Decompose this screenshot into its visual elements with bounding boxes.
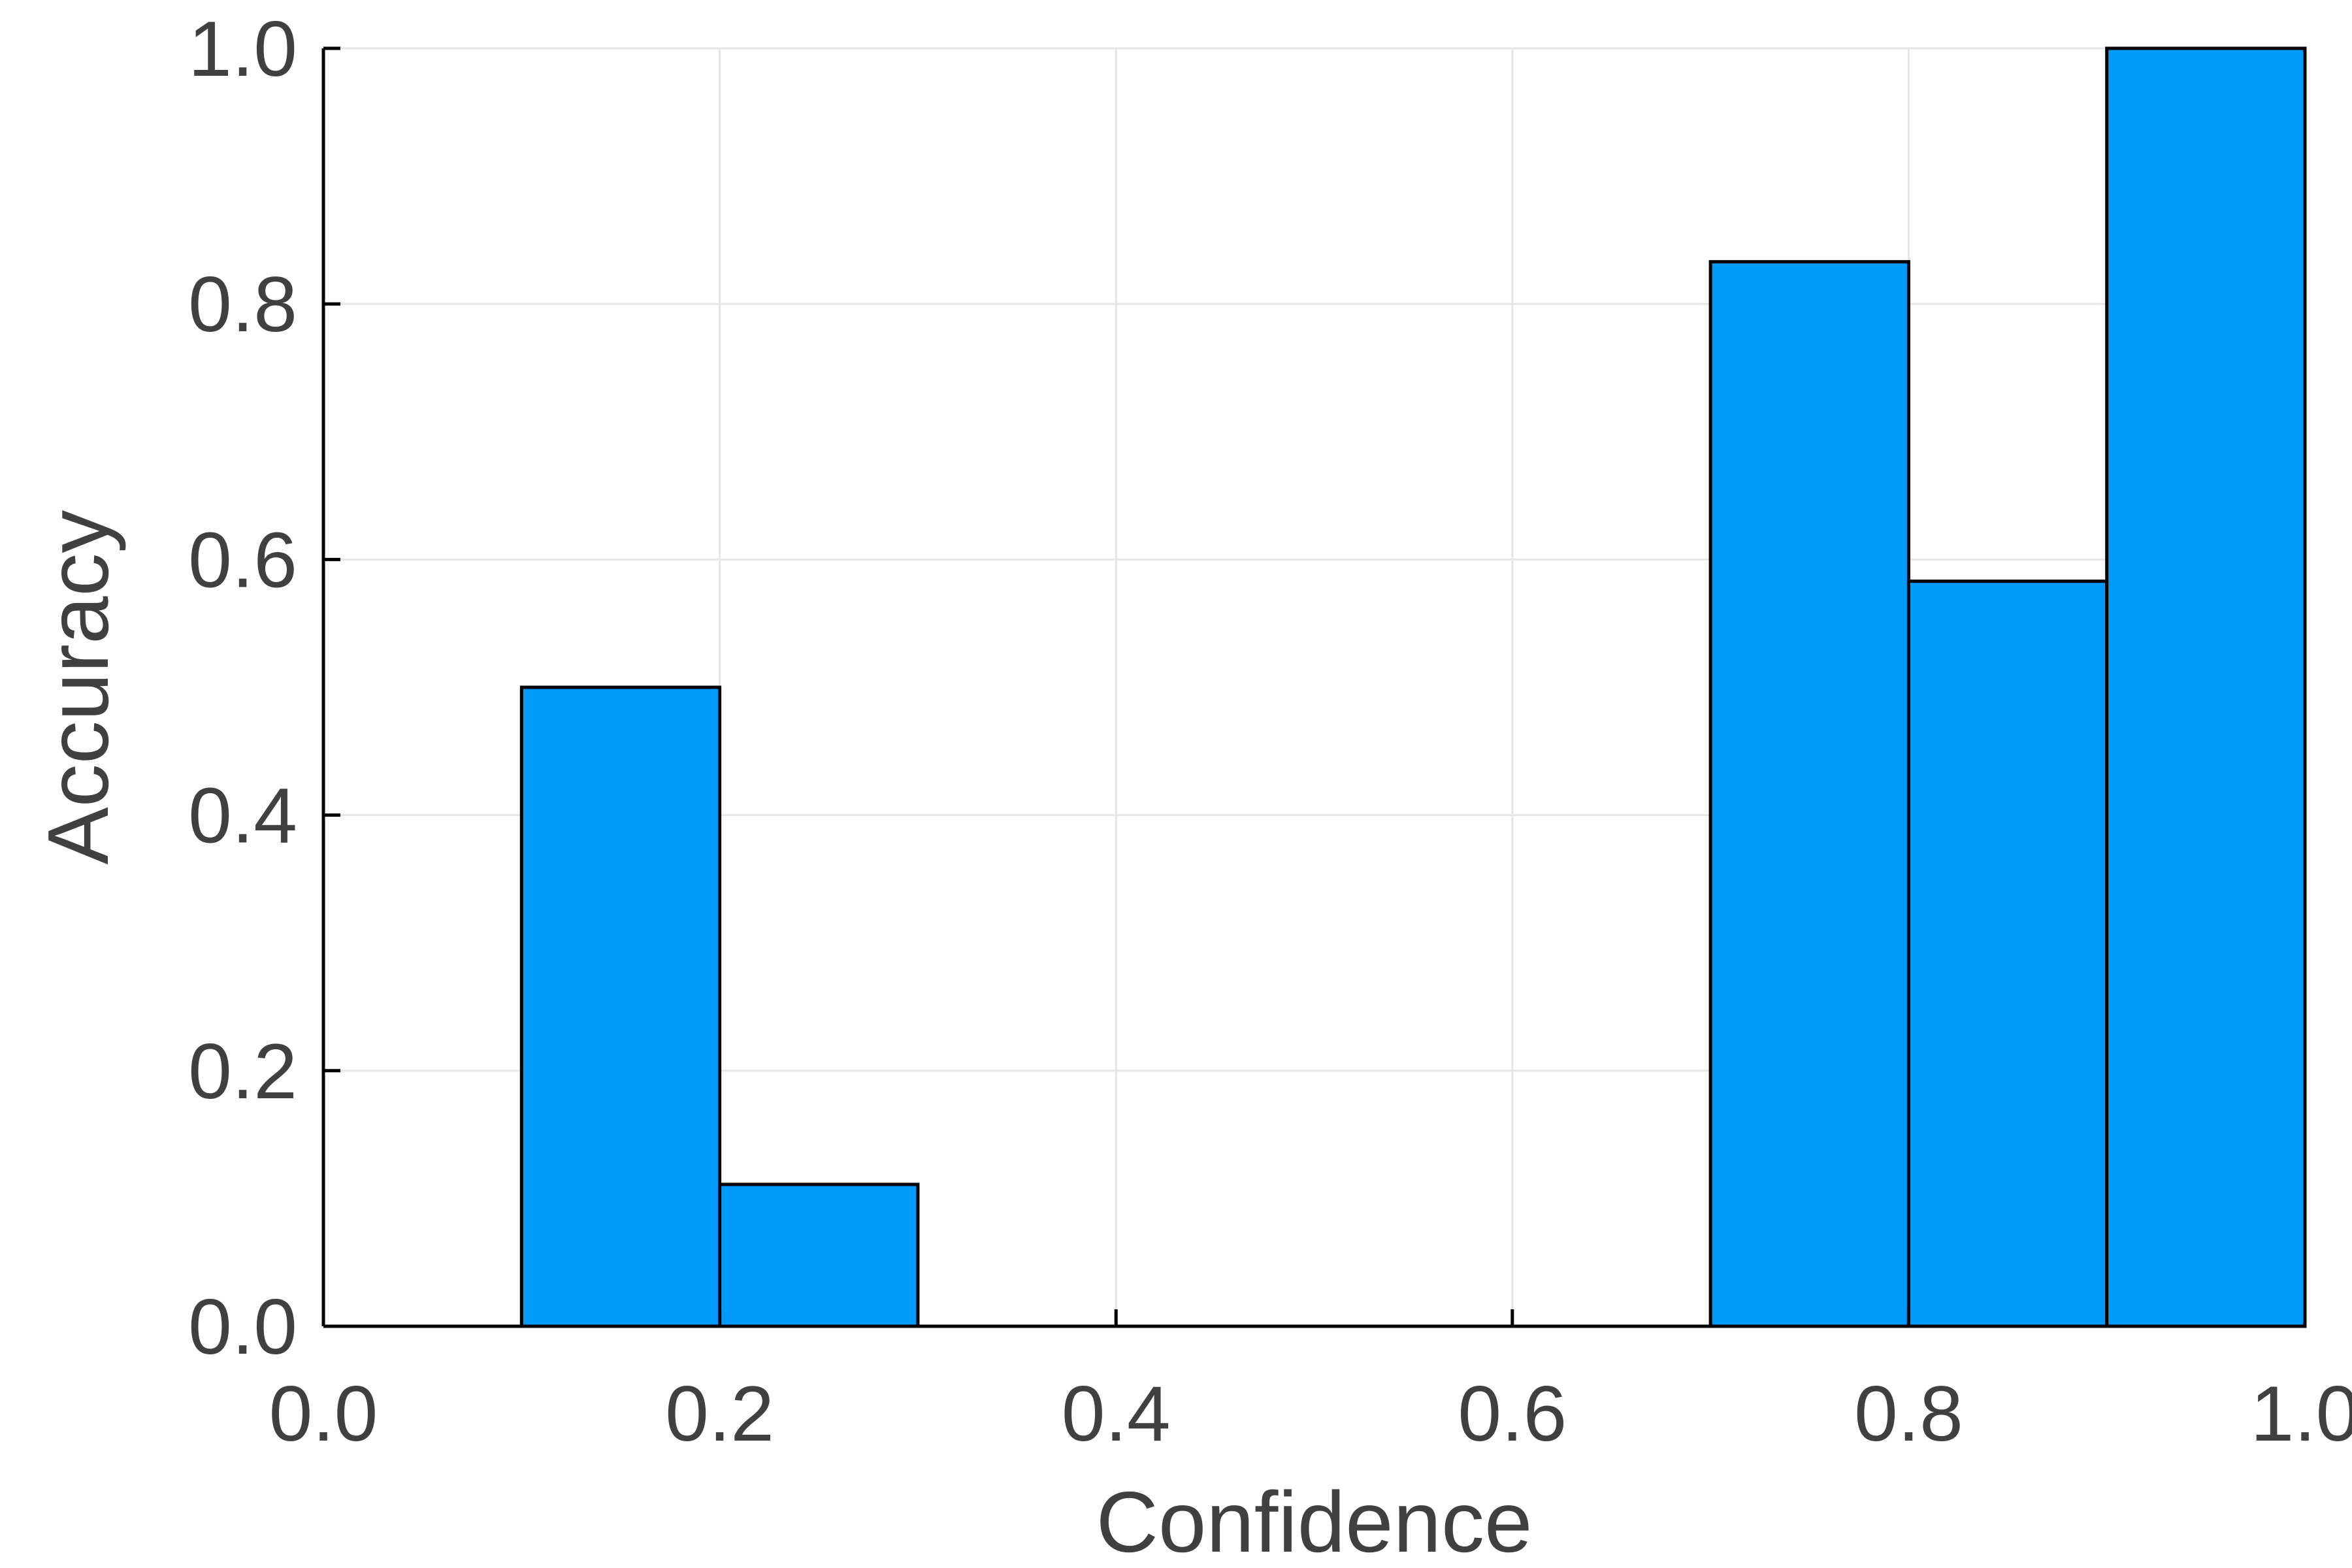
y-tick-label: 0.8 bbox=[188, 261, 297, 348]
x-tick-label: 1.0 bbox=[2251, 1370, 2352, 1458]
bar-9 bbox=[2105, 46, 2307, 1328]
x-tick-label: 0.4 bbox=[1062, 1370, 1171, 1458]
y-tick-label: 0.2 bbox=[188, 1028, 297, 1115]
y-tick-label: 0.0 bbox=[188, 1283, 297, 1371]
ticks: 0.0 0.2 0.4 0.6 0.8 1.0 0.0 0.2 0.4 0.6 0.8 1.0 bbox=[188, 5, 2352, 1458]
axes bbox=[321, 48, 2305, 1328]
x-tick-label: 0.2 bbox=[665, 1370, 774, 1458]
y-tick-label: 1.0 bbox=[188, 5, 297, 93]
x-tick-label: 0.8 bbox=[1854, 1370, 1963, 1458]
x-tick-label: 0.6 bbox=[1458, 1370, 1567, 1458]
y-tick-label: 0.6 bbox=[188, 516, 297, 604]
bar-1 bbox=[519, 685, 722, 1328]
x-axis-label: Confidence bbox=[1096, 1474, 1533, 1568]
bars bbox=[519, 46, 2307, 1328]
x-tick-label: 0.0 bbox=[269, 1370, 378, 1458]
y-tick-label: 0.4 bbox=[188, 772, 297, 860]
bar-7 bbox=[1708, 260, 1910, 1328]
bar-8 bbox=[1906, 580, 2109, 1328]
bar-2 bbox=[718, 1183, 920, 1328]
y-axis-label: Accuracy bbox=[30, 510, 126, 865]
